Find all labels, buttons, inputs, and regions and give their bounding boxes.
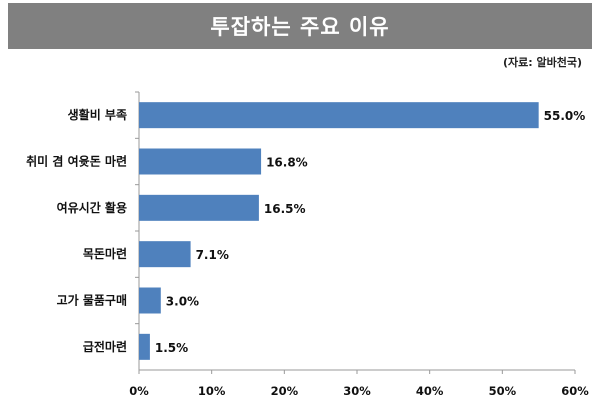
category-label: 고가 물품구매 [57,293,127,308]
x-tick-label: 60% [561,384,589,398]
category-label: 생활비 부족 [68,107,127,122]
value-label: 7.1% [196,248,229,262]
value-label: 3.0% [166,295,199,309]
bar [139,148,262,175]
value-label: 55.0% [544,109,586,123]
x-tick-label: 50% [489,384,517,398]
category-label: 취미 겸 여윳돈 마련 [26,154,127,169]
value-label: 1.5% [155,341,188,355]
x-tick-label: 10% [198,384,226,398]
value-label: 16.8% [266,156,308,170]
value-label: 16.5% [264,202,306,216]
x-tick-label: 40% [416,384,444,398]
bar [139,333,150,360]
chart-title: 투잡하는 주요 이유 [8,3,592,49]
bar [139,241,191,268]
bar [139,102,539,129]
category-label: 목돈마련 [83,246,127,261]
bar [139,194,259,221]
category-label: 급전마련 [83,339,127,354]
category-label: 여유시간 활용 [57,200,127,215]
x-tick-label: 20% [271,384,299,398]
x-tick-label: 30% [343,384,371,398]
bar [139,287,161,314]
x-tick-label: 0% [129,384,149,398]
source-note: (자료: 알바천국) [502,56,582,69]
